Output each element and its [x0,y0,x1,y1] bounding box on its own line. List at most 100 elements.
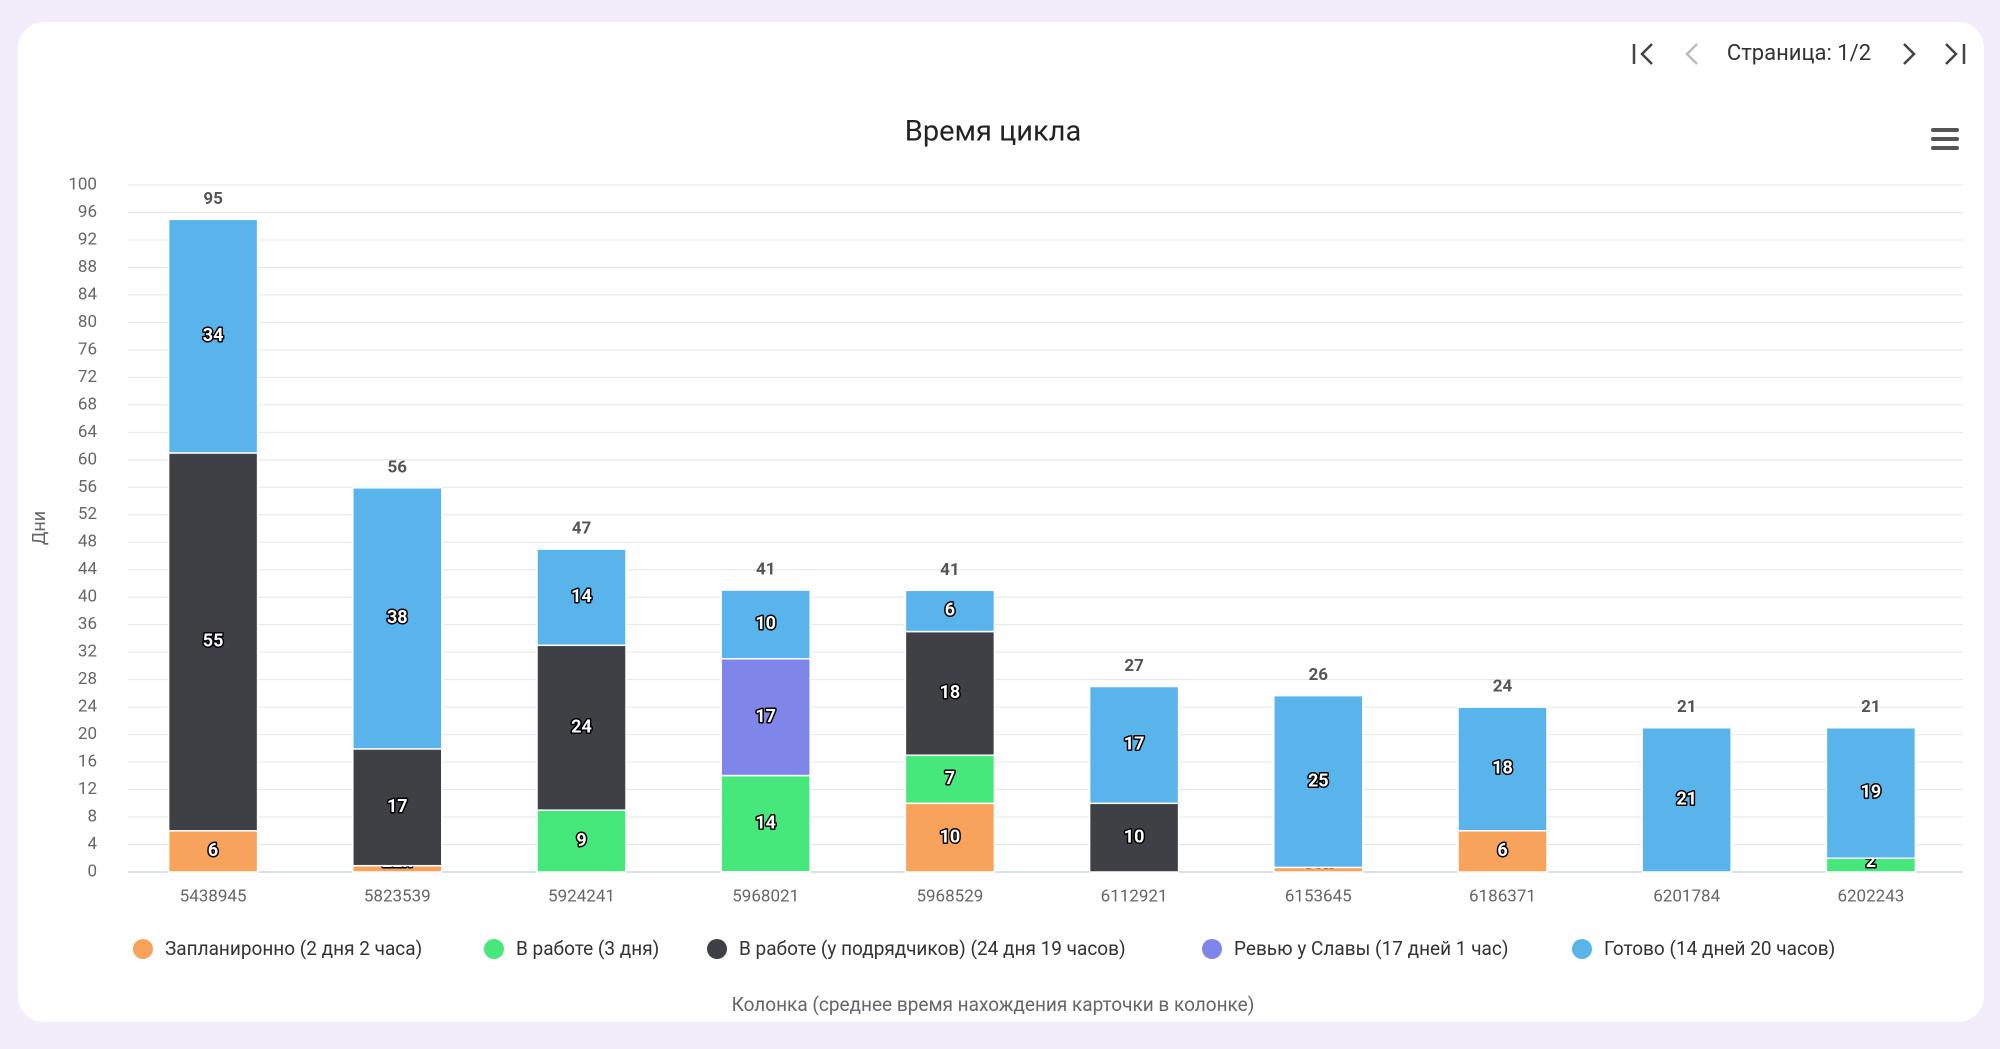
data-label: 7 [945,768,955,789]
bar-segment [1825,726,1917,860]
bar-segment [167,218,259,454]
x-tick-label: 6153645 [1285,886,1352,906]
total-label: 47 [572,519,592,539]
y-tick-label: 4 [87,834,97,854]
pager [1632,43,1966,65]
bar-segment [720,774,811,873]
y-tick-label: 92 [78,229,97,249]
bar-segment [720,658,811,777]
total-label: 21 [1861,697,1881,717]
x-tick-label: 6186371 [1469,886,1536,906]
bar-segment [1088,802,1180,873]
y-tick-label: 36 [78,614,97,634]
chart-title: Время цикла [905,115,1082,149]
data-label: 14 [571,586,592,607]
bar-segment [1088,685,1180,805]
y-tick-label: 28 [78,669,97,689]
y-tick-label: 48 [78,532,97,552]
bar-segment [167,830,259,873]
bar-segment [904,589,996,633]
data-label: 6 [945,600,955,621]
legend-label: Запланиронно (2 дня 2 часа) [165,937,422,960]
bar-segment [536,809,627,873]
data-label: 17 [387,796,408,817]
y-tick-label: 0 [87,861,97,881]
legend-marker [484,939,504,959]
x-tick-label: 5968529 [916,886,983,906]
total-label: 26 [1309,665,1329,685]
data-label: 6 [1497,840,1507,861]
y-axis-title: Дни [29,511,50,545]
y-tick-label: 76 [78,339,97,359]
data-label: 55 [203,631,224,652]
data-label: 38 [387,607,408,628]
total-label: 56 [388,457,408,477]
x-tick-label: 6201784 [1653,886,1720,906]
bar-segment [1641,726,1732,873]
data-label: 21 [1676,789,1697,810]
bar-segment [904,802,996,873]
y-tick-label: 60 [78,449,97,469]
first-page-button[interactable] [1632,43,1653,65]
total-label: 95 [203,189,223,209]
y-tick-label: 20 [78,724,97,744]
y-tick-label: 40 [78,587,97,607]
total-label: 41 [756,560,776,580]
menu-line [1931,146,1959,150]
legend-marker [1572,939,1592,959]
y-tick-label: 56 [78,477,97,497]
legend-label: Готово (14 дней 20 часов) [1604,937,1835,960]
y-tick-label: 24 [78,697,98,717]
data-label: 19 [1861,782,1882,803]
y-tick-label: 100 [68,174,97,194]
bar-segment [720,589,811,660]
prev-page-button[interactable] [1685,43,1698,65]
menu-line [1931,137,1959,141]
data-label: 9 [576,830,586,851]
y-tick-label: 16 [78,752,97,772]
x-tick-label: 6202243 [1837,886,1904,906]
total-label: 24 [1493,677,1513,697]
y-tick-label: 80 [78,312,97,332]
y-tick-label: 44 [78,559,98,579]
x-tick-label: 5968021 [732,886,799,906]
x-tick-label: 6112921 [1101,886,1168,906]
last-page-button[interactable] [1945,43,1966,65]
legend-label: В работе (3 дня) [516,937,659,960]
data-label: 18 [1492,758,1513,779]
y-tick-label: 12 [78,779,97,799]
y-tick-label: 8 [87,807,97,827]
y-tick-label: 96 [78,202,97,222]
y-tick-label: 68 [78,394,97,414]
total-label: 21 [1677,697,1697,717]
total-label: 41 [940,560,960,580]
total-label: 27 [1124,656,1144,676]
data-label: 14 [755,812,776,833]
data-label: 17 [755,706,776,727]
y-tick-label: 32 [78,642,97,662]
next-page-button[interactable] [1903,43,1916,65]
menu-button[interactable] [1931,128,1959,150]
data-label: 10 [940,826,961,847]
legend-marker [1202,939,1222,959]
bar-segment [1457,706,1548,832]
data-label: 24 [571,716,592,737]
x-tick-label: 5924241 [548,886,615,906]
menu-line [1931,128,1959,132]
bar-segment [352,487,443,750]
bar-segment [536,644,627,811]
data-label: 10 [755,613,776,634]
bar-segment [904,630,996,756]
y-tick-label: 84 [78,284,98,304]
x-tick-label: 5438945 [180,886,247,906]
legend-label: Ревью у Славы (17 дней 1 час) [1234,937,1508,960]
data-label: 34 [203,325,224,346]
data-label: 17 [1124,734,1145,755]
data-label: 18 [940,682,961,703]
data-label: 25 [1308,770,1329,791]
bar-segment [904,754,996,805]
x-tick-label: 5823539 [364,886,431,906]
bar-segment [167,452,259,832]
